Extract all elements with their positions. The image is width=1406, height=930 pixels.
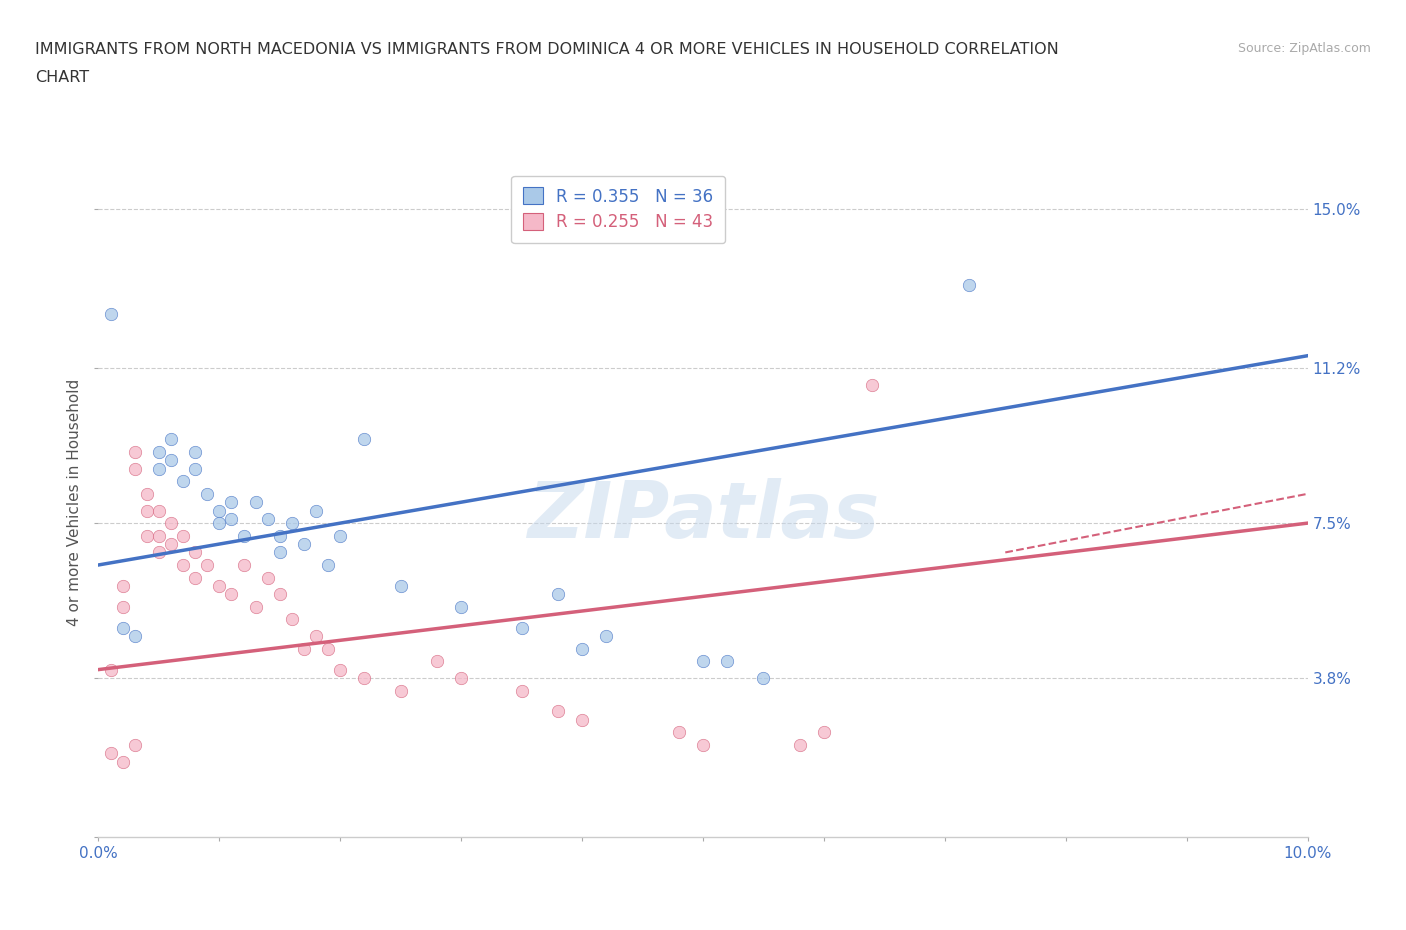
Point [813,725,835,740]
Point [135,486,157,501]
Point [135,503,157,518]
Point [195,558,218,573]
Point [111,600,134,615]
Point [281,612,304,627]
Y-axis label: 4 or more Vehicles in Household: 4 or more Vehicles in Household [67,379,83,626]
Point [692,654,714,669]
Point [124,445,146,459]
Point [789,737,811,752]
Point [208,516,231,531]
Point [389,578,412,593]
Point [232,558,254,573]
Point [148,503,170,518]
Point [547,704,569,719]
Point [269,545,291,560]
Point [752,671,775,685]
Point [269,528,291,543]
Point [221,495,243,510]
Point [450,600,472,615]
Point [281,516,304,531]
Point [184,545,207,560]
Point [148,461,170,476]
Point [571,642,593,657]
Point [111,754,134,769]
Point [160,537,183,551]
Point [547,587,569,602]
Point [160,432,183,447]
Point [353,432,375,447]
Point [595,629,617,644]
Point [172,528,194,543]
Point [510,620,533,635]
Point [100,307,122,322]
Point [716,654,738,669]
Point [329,528,352,543]
Point [172,558,194,573]
Point [160,453,183,468]
Point [184,461,207,476]
Point [692,737,714,752]
Point [957,277,980,292]
Point [256,512,278,526]
Point [208,503,231,518]
Point [450,671,472,685]
Point [305,629,328,644]
Point [172,474,194,489]
Point [195,486,218,501]
Point [148,445,170,459]
Point [124,461,146,476]
Point [256,570,278,585]
Point [305,503,328,518]
Point [148,545,170,560]
Point [111,578,134,593]
Point [389,683,412,698]
Point [221,512,243,526]
Point [221,587,243,602]
Point [135,528,157,543]
Point [510,683,533,698]
Point [860,378,883,392]
Point [148,528,170,543]
Point [329,662,352,677]
Point [292,537,315,551]
Text: CHART: CHART [35,70,89,85]
Point [124,629,146,644]
Point [100,662,122,677]
Point [269,587,291,602]
Text: Source: ZipAtlas.com: Source: ZipAtlas.com [1237,42,1371,55]
Point [160,516,183,531]
Point [353,671,375,685]
Point [571,712,593,727]
Point [208,578,231,593]
Point [245,495,267,510]
Point [426,654,449,669]
Point [232,528,254,543]
Point [668,725,690,740]
Point [111,620,134,635]
Point [184,570,207,585]
Point [245,600,267,615]
Text: IMMIGRANTS FROM NORTH MACEDONIA VS IMMIGRANTS FROM DOMINICA 4 OR MORE VEHICLES I: IMMIGRANTS FROM NORTH MACEDONIA VS IMMIG… [35,42,1059,57]
Point [100,746,122,761]
Point [124,737,146,752]
Text: ZIPatlas: ZIPatlas [527,478,879,553]
Point [316,558,339,573]
Legend: Immigrants from North Macedonia, Immigrants from Dominica: Immigrants from North Macedonia, Immigra… [419,925,987,930]
Point [184,445,207,459]
Point [316,642,339,657]
Point [292,642,315,657]
